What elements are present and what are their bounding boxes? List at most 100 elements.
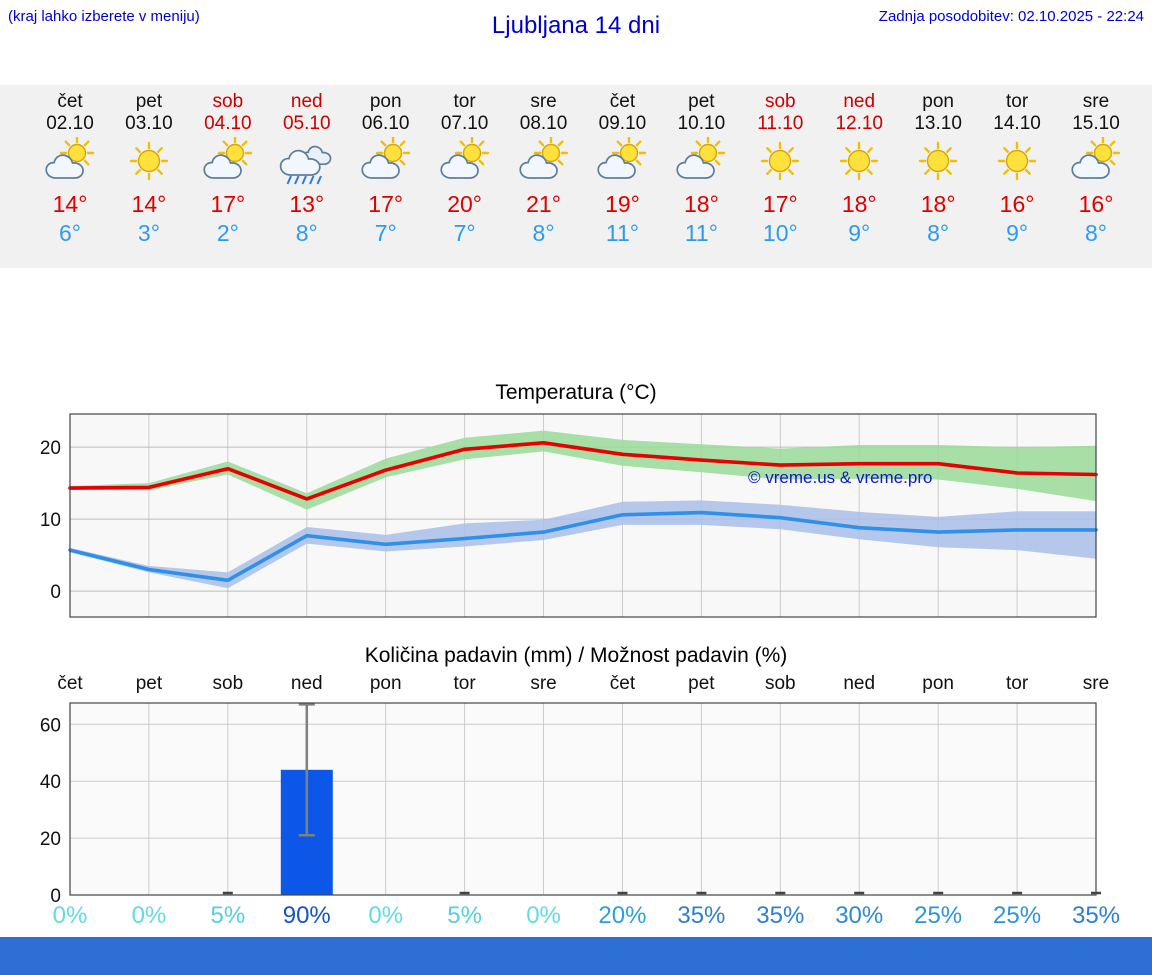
forecast-day-12.10: ned 12.10 18° 9°: [817, 85, 901, 246]
min-temperature: 7°: [374, 220, 397, 246]
min-temperature-line: [68, 510, 1098, 583]
day-name: ned: [843, 91, 876, 112]
min-temperature: 8°: [295, 220, 318, 246]
max-temperature: 20°: [447, 191, 482, 217]
min-temperature: 11°: [605, 220, 639, 246]
max-temperature: 13°: [289, 191, 325, 217]
min-temperature-band: [70, 500, 1096, 589]
day-date: 06.10: [361, 113, 410, 134]
weather-icon-wrap: [423, 135, 507, 189]
day-date: 08.10: [519, 113, 568, 134]
precip-probability: 0%: [526, 902, 561, 929]
precip-probability: 5%: [210, 902, 246, 929]
weather-icon-sun-cloud: [45, 135, 95, 179]
precip-probability: 30%: [835, 902, 884, 929]
forecast-day-15.10: sre 15.10 16° 8°: [1054, 85, 1138, 246]
day-date: 10.10: [677, 113, 726, 134]
weather-icon-sun: [918, 141, 958, 181]
weather-icon-wrap: [975, 135, 1059, 189]
watermark-link[interactable]: © vreme.us & vreme.pro: [748, 468, 932, 487]
temp-ytick: 10: [40, 510, 61, 531]
min-temperature: 8°: [1085, 220, 1107, 246]
max-temperature: 21°: [526, 191, 561, 217]
temperature-chart-title: Temperatura (°C): [495, 381, 657, 404]
day-name: čet: [57, 91, 83, 112]
weather-icon-wrap: [659, 135, 743, 189]
min-temperature: 8°: [927, 220, 950, 246]
day-name: pon: [922, 91, 954, 112]
day-date: 13.10: [914, 113, 962, 134]
day-name: sre: [530, 91, 557, 112]
day-date: 07.10: [440, 113, 489, 134]
min-temperature: 3°: [137, 220, 160, 246]
forecast-day-14.10: tor 14.10 16° 9°: [975, 85, 1059, 246]
day-name: čet: [609, 91, 636, 112]
precip-probability: 25%: [914, 902, 963, 929]
weather-icon-sun-cloud: [518, 135, 568, 179]
weather-icon-sun-cloud: [361, 135, 410, 179]
footer-bar: [0, 937, 1152, 975]
max-temperature: 16°: [1078, 191, 1114, 217]
precip-probability: 90%: [282, 902, 331, 929]
precip-day-label: sre: [530, 673, 557, 694]
weather-icon-wrap: [186, 135, 270, 189]
precip-probability: 35%: [677, 902, 726, 929]
precip-ytick: 20: [40, 829, 61, 850]
day-name: pet: [688, 91, 715, 112]
forecast-day-13.10: pon 13.10 18° 8°: [896, 85, 980, 246]
day-date: 02.10: [46, 113, 94, 134]
temperature-chart: 0 10 20 © vreme.us & vreme.pro: [30, 410, 1130, 625]
day-name: sob: [764, 91, 796, 112]
precip-day-label: pon: [369, 673, 402, 694]
min-temperature: 9°: [848, 220, 871, 246]
max-temperature: 14°: [131, 191, 167, 217]
forecast-day-03.10: pet 03.10 14° 3°: [107, 85, 191, 246]
day-name: sre: [1082, 91, 1110, 112]
last-updated: Zadnja posodobitev: 02.10.2025 - 22:24: [878, 8, 1144, 25]
weather-icon-wrap: [738, 135, 822, 189]
weather-icon-wrap: [265, 135, 349, 189]
max-temperature: 18°: [683, 191, 719, 217]
forecast-day-06.10: pon 06.10 17° 7°: [344, 85, 428, 246]
day-date: 04.10: [204, 113, 252, 134]
temp-ytick: 20: [40, 438, 61, 459]
precip-chart-svg: 0 20 40 60: [40, 702, 1101, 907]
precip-probability: 0%: [52, 902, 88, 929]
weather-icon-wrap: [344, 135, 428, 189]
page-title: Ljubljana 14 dni: [491, 12, 661, 39]
weather-icon-wrap: [502, 135, 586, 189]
precip-day-label: sob: [212, 673, 244, 694]
precip-probability: 0%: [131, 902, 167, 929]
weather-icon-wrap: [817, 135, 901, 189]
weather-icon-sun-cloud: [1071, 135, 1121, 179]
precipitation-chart: 0 20 40 60: [30, 700, 1130, 907]
weather-icon-sun: [997, 141, 1037, 181]
max-temperature: 18°: [920, 191, 956, 217]
forecast-day-02.10: čet 02.10 14° 6°: [28, 85, 112, 246]
day-name: pon: [369, 91, 402, 112]
precip-probability: 20%: [598, 902, 647, 929]
precip-ytick: 40: [40, 772, 61, 793]
day-name: tor: [453, 91, 476, 112]
precip-probability: 0%: [368, 902, 404, 929]
precip-day-label: pet: [688, 673, 715, 694]
weather-icon-wrap: [28, 135, 112, 189]
day-date: 14.10: [993, 113, 1041, 134]
precip-day-label: sob: [764, 673, 796, 694]
precip-probability: 35%: [1071, 902, 1121, 929]
day-name: pet: [135, 91, 163, 112]
forecast-strip: čet 02.10 14° 6° pet 03.10 14° 3° sob 04.10 17° 2° n…: [0, 85, 1152, 268]
precip-day-label: sre: [1082, 673, 1110, 694]
weather-icon-sun-cloud: [676, 135, 726, 179]
forecast-day-07.10: tor 07.10 20° 7°: [423, 85, 507, 246]
day-date: 12.10: [835, 113, 883, 134]
day-name: tor: [1005, 91, 1029, 112]
temp-ytick: 0: [50, 582, 61, 603]
precip-gridlines: [70, 703, 1096, 895]
temperature-chart-svg: 0 10 20 © vreme.us & vreme.pro: [40, 413, 1098, 618]
min-temperature: 8°: [532, 220, 555, 246]
forecast-day-10.10: pet 10.10 18° 11°: [659, 85, 743, 246]
min-temperature: 10°: [762, 220, 798, 246]
precip-day-label: pon: [922, 673, 954, 694]
precip-error-bar: [298, 703, 315, 837]
